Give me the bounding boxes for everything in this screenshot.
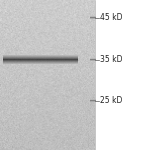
Text: 25 kD: 25 kD	[100, 96, 122, 105]
Bar	[95, 0, 150, 150]
Text: 45 kD: 45 kD	[100, 14, 122, 22]
Text: 35 kD: 35 kD	[100, 56, 122, 64]
